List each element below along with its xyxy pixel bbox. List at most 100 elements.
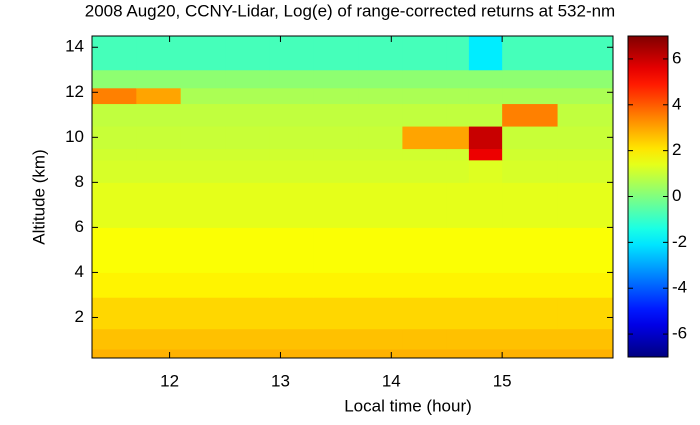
heatmap-cell — [136, 148, 182, 161]
y-tick-label: 4 — [75, 262, 84, 281]
heatmap-cell — [402, 227, 448, 273]
heatmap-cell — [225, 227, 270, 273]
heatmap-cell — [358, 148, 403, 161]
heatmap-cell — [180, 148, 226, 161]
y-tick-label: 6 — [75, 217, 84, 236]
heatmap-cell — [557, 297, 614, 330]
colorbar-tick-label: 2 — [672, 140, 681, 159]
heatmap-cell — [313, 297, 359, 330]
heatmap-cell — [225, 103, 270, 127]
heatmap-cell — [225, 348, 270, 359]
heatmap-cell — [446, 87, 470, 105]
heatmap-cell — [180, 103, 226, 127]
heatmap-cell — [92, 148, 137, 161]
heatmap-cell — [92, 182, 137, 228]
heatmap-cell — [180, 328, 226, 350]
heatmap-cell — [502, 36, 559, 71]
heatmap-cell — [136, 126, 182, 150]
heatmap-cell — [502, 126, 559, 150]
heatmap-cell — [468, 159, 503, 183]
heatmap-cell — [446, 126, 470, 150]
heatmap-cell — [180, 297, 226, 330]
heatmap-cell — [180, 227, 226, 273]
heatmap-cell — [225, 69, 270, 89]
heatmap-cell — [502, 148, 559, 161]
heatmap-cell — [402, 159, 448, 183]
heatmap-cell — [468, 87, 503, 105]
heatmap-cell — [446, 36, 470, 71]
heatmap-cell — [269, 69, 315, 89]
heatmap-cell — [92, 159, 137, 183]
heatmap-cell — [468, 182, 503, 228]
y-tick-label: 8 — [75, 172, 84, 191]
heatmap-cell — [502, 272, 559, 298]
heatmap-cell — [502, 227, 559, 273]
heatmap-cell — [136, 182, 182, 228]
heatmap-cell — [446, 148, 470, 161]
heatmap-cell — [358, 69, 403, 89]
heatmap-cell — [180, 348, 226, 359]
y-tick-label: 10 — [65, 127, 84, 146]
heatmap-cell — [269, 126, 315, 150]
heatmap-cell — [136, 36, 182, 71]
y-tick-label: 12 — [65, 82, 84, 101]
heatmap-cell — [557, 159, 614, 183]
heatmap-cell — [269, 36, 315, 71]
colorbar-tick-label: 0 — [672, 186, 681, 205]
heatmap-cell — [402, 297, 448, 330]
heatmap-cell — [136, 87, 182, 105]
heatmap-cell — [502, 182, 559, 228]
heatmap-cell — [92, 227, 137, 273]
heatmap-cell — [136, 328, 182, 350]
heatmap-cell — [180, 126, 226, 150]
heatmap-cell — [557, 272, 614, 298]
heatmap-cell — [136, 69, 182, 89]
heatmap-cell — [446, 272, 470, 298]
heatmap-cell — [225, 159, 270, 183]
heatmap-cell — [446, 227, 470, 273]
y-axis-label: Altitude (km) — [29, 149, 48, 244]
x-tick-label: 14 — [382, 371, 401, 390]
heatmap-cell — [358, 103, 403, 127]
heatmap-cell — [180, 272, 226, 298]
heatmap-cell — [557, 103, 614, 127]
heatmap-cell — [225, 36, 270, 71]
heatmap-cell — [468, 328, 503, 350]
heatmap-cell — [402, 126, 448, 150]
heatmap-cell — [269, 348, 315, 359]
x-tick-label: 15 — [493, 371, 512, 390]
heatmap-cell — [358, 348, 403, 359]
heatmap-cell — [468, 69, 503, 89]
y-tick-label: 14 — [65, 37, 84, 56]
heatmap-cell — [313, 126, 359, 150]
heatmap-cell — [225, 297, 270, 330]
heatmap-cell — [136, 348, 182, 359]
heatmap-cell — [180, 182, 226, 228]
heatmap-cell — [502, 328, 559, 350]
heatmap-cell — [402, 328, 448, 350]
heatmap-cell — [136, 103, 182, 127]
heatmap-cell — [446, 103, 470, 127]
heatmap-cell — [313, 148, 359, 161]
heatmap-cell — [402, 182, 448, 228]
colorbar-tick-label: -4 — [672, 278, 687, 297]
heatmap-cell — [313, 348, 359, 359]
heatmap-cell — [358, 126, 403, 150]
heatmap-cell — [468, 272, 503, 298]
heatmap-cell — [468, 297, 503, 330]
heatmap-cell — [136, 159, 182, 183]
heatmap-cell — [502, 87, 559, 105]
colorbar-tick-label: 4 — [672, 94, 681, 113]
chart-title: 2008 Aug20, CCNY-Lidar, Log(e) of range-… — [85, 1, 615, 20]
heatmap-cell — [92, 272, 137, 298]
heatmap-cell — [557, 348, 614, 359]
heatmap-cell — [468, 103, 503, 127]
heatmap-cell — [468, 227, 503, 273]
heatmap-cells — [92, 36, 614, 359]
heatmap-cell — [557, 87, 614, 105]
heatmap-cell — [402, 36, 448, 71]
heatmap-cell — [225, 272, 270, 298]
heatmap-cell — [180, 36, 226, 71]
heatmap-cell — [557, 148, 614, 161]
heatmap-cell — [269, 159, 315, 183]
